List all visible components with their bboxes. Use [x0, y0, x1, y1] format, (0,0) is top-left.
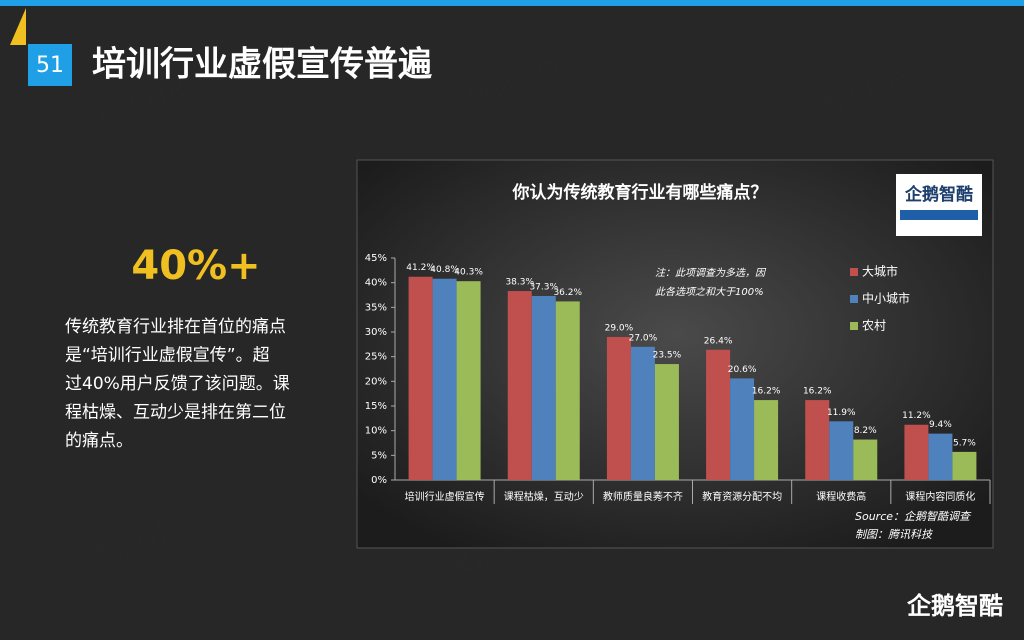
number-box [28, 44, 72, 86]
bar [630, 346, 655, 480]
value-label: 40.3% [454, 268, 483, 278]
x-tick-label: 教师质量良莠不齐 [603, 490, 683, 503]
note: 注：此项调查为多选，因 [655, 267, 767, 279]
legend-swatch [850, 295, 858, 303]
paragraph-line: 的痛点。 [65, 431, 133, 451]
y-tick-label: 25% [365, 352, 387, 363]
y-tick-label: 30% [365, 327, 387, 338]
chart: 0% 5% 10% 15% 20% 25% 30% 35% 40% 45% 培训行业虚假宣传 41.2… [365, 253, 991, 541]
value-label: 11.9% [827, 408, 856, 418]
chart-title: 你认为传统教育行业有哪些痛点？ [512, 182, 768, 203]
legend-swatch [850, 322, 858, 330]
bar [706, 349, 731, 480]
value-label: 38.3% [505, 278, 534, 288]
source: Source：企鹅智酷调查 [855, 510, 972, 523]
logo-box [896, 174, 982, 236]
paragraph: 传统教育行业排在首位的痛点是“培训行业虚假宣传”。超过40%用户反馈了该问题。课… [65, 317, 290, 451]
bar [853, 439, 878, 480]
legend-label: 农村 [862, 319, 886, 333]
top-stripe [0, 0, 1024, 6]
bar [456, 281, 481, 480]
value-label: 20.6% [728, 365, 757, 375]
slide-title: 培训行业虚假宣传普遍 [92, 45, 432, 85]
value-label: 29.0% [605, 323, 634, 333]
bar [928, 433, 953, 480]
logo: 企鹅智酷 [904, 184, 973, 205]
x-tick-label: 教育资源分配不均 [702, 490, 782, 503]
bar [730, 378, 755, 480]
bar [408, 276, 433, 480]
value-label: 27.0% [629, 333, 658, 343]
x-tick-label: 课程收费高 [816, 490, 866, 503]
y-tick-label: 40% [365, 278, 387, 289]
bar [952, 451, 977, 480]
value-label: 16.2% [752, 387, 781, 397]
value-label: 40.8% [430, 265, 459, 275]
y-tick-label: 10% [365, 426, 387, 437]
value-label: 41.2% [406, 263, 435, 273]
slide-number: 51 [36, 53, 64, 78]
y-tick-label: 15% [365, 401, 387, 412]
value-label: 9.4% [929, 420, 952, 430]
value-label: 36.2% [553, 288, 582, 298]
value-label: 8.2% [854, 426, 877, 436]
bar [507, 291, 532, 480]
value-label: 37.3% [529, 282, 558, 292]
value-label: 11.2% [902, 411, 931, 421]
value-label: 5.7% [953, 438, 976, 448]
y-tick-label: 0% [371, 475, 387, 486]
logo-band [900, 210, 978, 220]
highlight: 40%+ [131, 243, 260, 289]
bar [555, 301, 580, 480]
legend-label: 大城市 [862, 264, 898, 279]
bar [829, 421, 854, 480]
y-tick-label: 20% [365, 376, 387, 387]
paragraph-line: 传统教育行业排在首位的痛点 [65, 317, 286, 337]
bar [904, 424, 929, 480]
x-tick-label: 课程枯燥，互动少 [504, 490, 584, 503]
paragraph-line: 是“培训行业虚假宣传”。超 [65, 346, 270, 366]
legend-label: 中小城市 [862, 291, 910, 306]
legend-swatch [850, 268, 858, 276]
bar [654, 364, 679, 480]
note: 此各选项之和大于100% [655, 286, 764, 298]
value-label: 26.4% [704, 336, 733, 346]
bar [754, 400, 779, 480]
y-tick-label: 5% [371, 450, 387, 461]
bar [432, 278, 457, 480]
logo: 企鹅智酷 [907, 592, 1003, 620]
paragraph-line: 程枯燥、互动少是排在第二位 [65, 403, 286, 423]
bar [606, 336, 631, 480]
bar [805, 400, 830, 480]
bar [531, 295, 556, 480]
value-label: 23.5% [653, 351, 682, 361]
x-tick-label: 培训行业虚假宣传 [405, 490, 485, 503]
decoration [10, 8, 26, 45]
value-label: 16.2% [803, 387, 832, 397]
y-tick-label: 45% [365, 253, 387, 264]
paragraph-line: 过40%用户反馈了该问题。课 [65, 374, 290, 394]
source: 制图：腾讯科技 [855, 528, 934, 541]
x-tick-label: 课程内容同质化 [905, 490, 975, 503]
y-tick-label: 35% [365, 302, 387, 313]
